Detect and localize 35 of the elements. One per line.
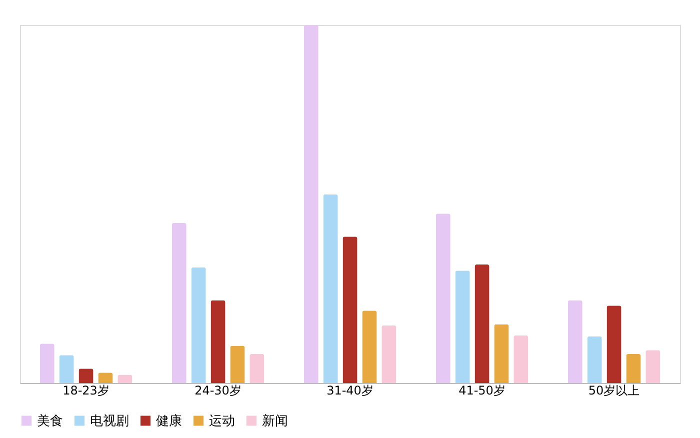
bar bbox=[342, 236, 358, 383]
bar bbox=[118, 374, 132, 383]
x-tick-label: 18-23岁 bbox=[62, 384, 110, 398]
bar bbox=[304, 25, 318, 383]
bar bbox=[474, 264, 490, 383]
x-tick-label: 31-40岁 bbox=[326, 384, 374, 398]
legend-label: 新闻 bbox=[262, 414, 288, 429]
bar bbox=[514, 335, 528, 383]
bar bbox=[494, 324, 509, 383]
legend-label: 运动 bbox=[209, 414, 235, 429]
bar bbox=[250, 354, 264, 383]
bar bbox=[382, 325, 396, 383]
bar bbox=[172, 222, 186, 383]
bar bbox=[606, 306, 622, 383]
bar bbox=[626, 354, 641, 383]
bar bbox=[230, 346, 245, 383]
bar bbox=[568, 300, 582, 383]
legend-label: 美食 bbox=[37, 412, 63, 429]
bar bbox=[587, 336, 602, 383]
bar bbox=[362, 310, 377, 383]
bar bbox=[98, 372, 113, 383]
x-tick-label: 41-50岁 bbox=[458, 384, 506, 398]
bar bbox=[210, 300, 226, 383]
bar bbox=[40, 344, 54, 383]
bar bbox=[323, 194, 338, 383]
bar bbox=[59, 355, 74, 383]
legend-label: 电视剧 bbox=[90, 414, 129, 429]
x-tick-label: 24-30岁 bbox=[194, 384, 242, 398]
bar bbox=[436, 214, 450, 383]
bar bbox=[78, 368, 94, 383]
legend-label: 健康 bbox=[156, 414, 182, 429]
bar bbox=[646, 350, 660, 383]
x-tick-label: 50岁以上 bbox=[588, 384, 640, 398]
bar bbox=[191, 267, 206, 383]
bar bbox=[455, 270, 470, 383]
